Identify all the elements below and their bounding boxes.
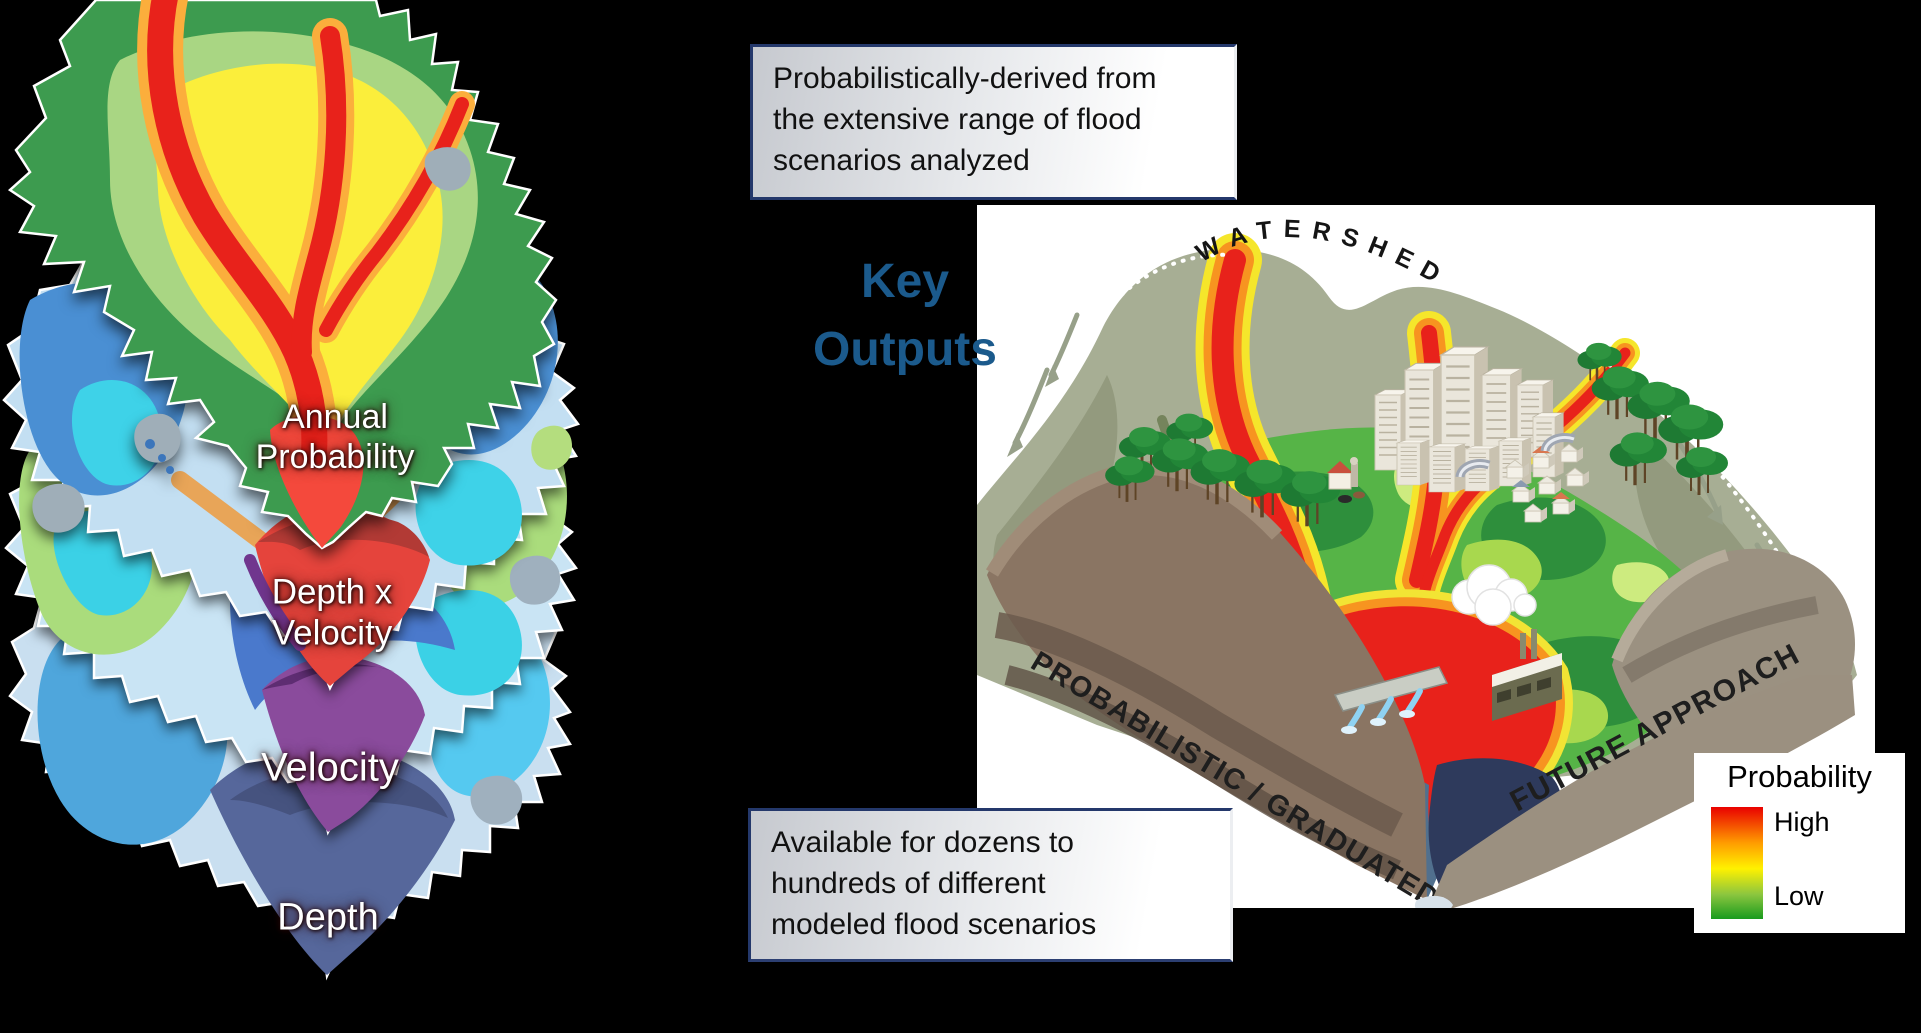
key-outputs-line2: Outputs: [813, 323, 997, 377]
key-outputs-line1: Key: [860, 255, 950, 308]
watershed-illustration: PROBABILISTIC / GRADUATED FUTURE APPROAC…: [977, 215, 1857, 918]
layer-label-velocity: Velocity: [261, 745, 399, 790]
legend-title: Probability: [1727, 759, 1872, 794]
dam-weir: [1333, 666, 1449, 734]
watershed-panel: PROBABILISTIC / GRADUATED FUTURE APPROAC…: [977, 205, 1875, 918]
legend-low-label: Low: [1774, 881, 1824, 911]
key-outputs-heading: Key Outputs: [755, 248, 1055, 384]
layer-label-annual-probability: Annual Probability: [255, 397, 415, 476]
callout-top: Probabilistically-derived from the exten…: [750, 44, 1237, 200]
smoke-cloud: [1451, 564, 1537, 626]
layer-label-depth-x-velocity: Depth x Velocity: [271, 572, 393, 653]
legend-gradient-bar: [1711, 807, 1763, 919]
arch-bridges: [1455, 433, 1576, 478]
factory: [1492, 629, 1562, 721]
flood-layer-stack: [2, 0, 580, 981]
layer-annual-probability: [7, 0, 558, 550]
farm-barn: [1327, 457, 1365, 503]
probability-legend: Probability High Low: [1694, 753, 1905, 933]
legend-high-label: High: [1774, 807, 1830, 837]
callout-bottom: Available for dozens to hundreds of diff…: [748, 808, 1233, 962]
layer-label-depth: Depth: [277, 896, 379, 939]
